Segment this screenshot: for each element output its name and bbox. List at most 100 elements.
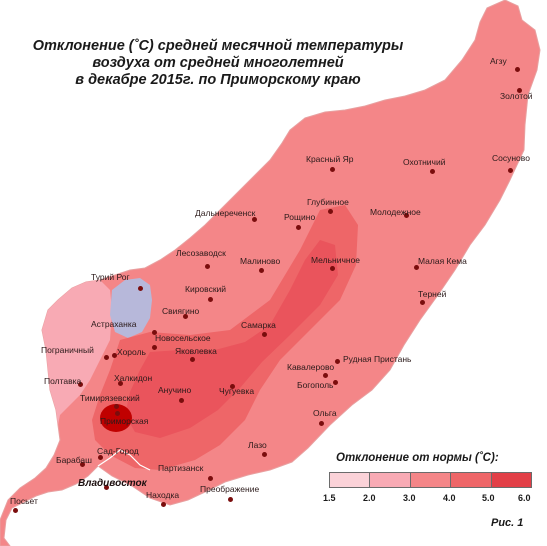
city-dot	[333, 380, 338, 385]
city-label: Чугуевка	[219, 386, 255, 396]
legend-tick: 6.0	[518, 493, 531, 503]
zone-below-1-5	[110, 278, 152, 338]
city-dot	[252, 217, 257, 222]
city-label: Рощино	[284, 212, 316, 222]
city-label: Кавалерово	[287, 362, 335, 372]
legend-swatch-2	[370, 473, 411, 487]
city-dot	[114, 404, 119, 409]
city-dot	[208, 476, 213, 481]
city-label: Богополь	[297, 380, 334, 390]
city-label: Приморская	[100, 416, 149, 426]
legend-swatch-1	[330, 473, 371, 487]
city-label: Кировский	[185, 284, 227, 294]
city-dot	[230, 384, 235, 389]
legend-title: Отклонение от нормы (˚С):	[336, 452, 499, 464]
city-dot	[115, 411, 120, 416]
map-title: Отклонение (˚С) средней месячной темпера…	[18, 38, 418, 89]
city-dot	[190, 357, 195, 362]
city-label: Охотничий	[403, 157, 446, 167]
city-dot	[104, 485, 109, 490]
city-label: Золотой	[500, 91, 533, 101]
city-label: Тимирязевский	[80, 393, 140, 403]
legend-tick: 4.0	[443, 493, 456, 503]
city-label: Мельничное	[311, 255, 361, 265]
figure-label: Рис. 1	[491, 517, 524, 529]
city-dot	[228, 497, 233, 502]
city-label: Анучино	[158, 385, 192, 395]
coastline	[97, 449, 151, 471]
city-dot	[80, 462, 85, 467]
city-dot	[262, 332, 267, 337]
city-dot	[420, 300, 425, 305]
zone-2-3	[42, 280, 112, 425]
legend-tick: 3.0	[403, 493, 416, 503]
city-label: Халкидон	[114, 373, 153, 383]
city-label: Находка	[146, 490, 180, 500]
city-label: Молодежное	[370, 207, 421, 217]
city-dot	[515, 67, 520, 72]
city-label: Лесозаводск	[176, 248, 226, 258]
city-dot	[335, 359, 340, 364]
city-dot	[104, 355, 109, 360]
city-label: Пограничный	[41, 345, 94, 355]
city-dot	[179, 398, 184, 403]
city-dot	[161, 502, 166, 507]
legend-tick: 5.0	[482, 493, 495, 503]
city-dot	[205, 264, 210, 269]
city-label: Малая Кема	[418, 256, 467, 266]
city-label: Рудная Пристань	[343, 354, 412, 364]
city-dot	[330, 266, 335, 271]
city-dot	[152, 330, 157, 335]
city-dot	[296, 225, 301, 230]
city-dot	[183, 314, 188, 319]
city-label: Глубинное	[307, 197, 349, 207]
city-label: Терней	[418, 289, 447, 299]
city-dot	[328, 209, 333, 214]
city-label: Свиягино	[162, 306, 200, 316]
title-line-2: воздуха от средней многолетней	[92, 55, 344, 71]
city-dot	[152, 345, 157, 350]
city-dot	[78, 382, 83, 387]
city-label: Красный Яр	[306, 154, 354, 164]
city-dot	[208, 297, 213, 302]
city-label-capital: Владивосток	[78, 478, 147, 489]
city-dot	[118, 381, 123, 386]
city-dot	[323, 373, 328, 378]
city-dot	[404, 213, 409, 218]
city-label: Малиново	[240, 256, 281, 266]
city-label: Агзу	[490, 56, 507, 66]
city-label: Новосельское	[155, 333, 211, 343]
city-label: Дальнереченск	[195, 208, 256, 218]
city-label: Яковлевка	[175, 346, 217, 356]
city-dot	[13, 508, 18, 513]
city-label: Сад-Город	[97, 446, 139, 456]
city-dot	[259, 268, 264, 273]
city-dot	[430, 169, 435, 174]
title-line-3: в декабре 2015г. по Приморскому краю	[75, 72, 361, 88]
legend-swatch-4	[451, 473, 492, 487]
city-dot	[98, 455, 103, 460]
city-dot	[262, 452, 267, 457]
city-label: Лазо	[248, 440, 267, 450]
city-label: Сосуново	[492, 153, 530, 163]
city-label: Партизанск	[158, 463, 204, 473]
city-dot	[138, 286, 143, 291]
city-dot	[517, 88, 522, 93]
zone-5-6	[125, 240, 338, 438]
city-label: Посьет	[10, 496, 38, 506]
city-label: Полтавка	[44, 376, 82, 386]
city-dot	[112, 353, 117, 358]
city-dot	[319, 421, 324, 426]
legend-tick: 1.5	[323, 493, 336, 503]
city-label: Ольга	[313, 408, 337, 418]
title-line-1: Отклонение (˚С) средней месячной темпера…	[32, 38, 404, 54]
city-dot	[414, 265, 419, 270]
legend-swatch-3	[410, 473, 452, 487]
zone-6-plus	[100, 404, 132, 432]
city-label: Преображение	[200, 484, 260, 494]
city-label: Самарка	[241, 320, 276, 330]
city-label: Астраханка	[91, 319, 137, 329]
city-label: Турий Рог	[91, 272, 130, 282]
legend-bar	[329, 472, 532, 488]
